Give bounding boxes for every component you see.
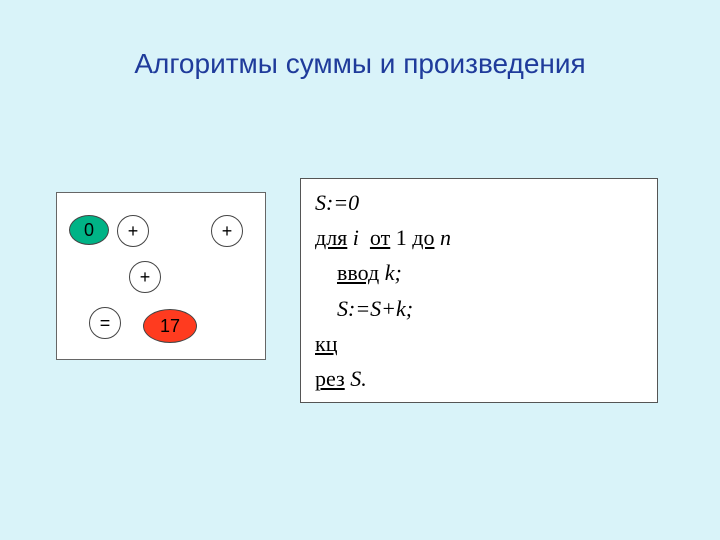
plus-icon: + [128, 221, 139, 242]
algo-line-3: ввод k; [315, 255, 643, 290]
bubble-zero: 0 [69, 215, 109, 245]
algo-line-2: для i от 1 до n [315, 220, 643, 255]
bubble-plus-2: + [211, 215, 243, 247]
bubble-plus-3: + [129, 261, 161, 293]
bubble-zero-label: 0 [84, 220, 94, 241]
slide: Алгоритмы суммы и произведения 0 + + + =… [0, 0, 720, 540]
algo-line-1: S:=0 [315, 185, 643, 220]
bubble-result-label: 17 [160, 316, 180, 337]
equals-icon: = [100, 313, 111, 334]
slide-title: Алгоритмы суммы и произведения [0, 48, 720, 80]
bubble-plus-1: + [117, 215, 149, 247]
bubble-equals: = [89, 307, 121, 339]
algo-line-6: рез S. [315, 361, 643, 396]
algo-line-5: кц [315, 326, 643, 361]
plus-icon: + [222, 221, 233, 242]
plus-icon: + [140, 267, 151, 288]
diagram-box: 0 + + + = 17 [56, 192, 266, 360]
bubble-result: 17 [143, 309, 197, 343]
algorithm-box: S:=0 для i от 1 до n ввод k; S:=S+k; кц … [300, 178, 658, 403]
algo-line-4: S:=S+k; [315, 291, 643, 326]
